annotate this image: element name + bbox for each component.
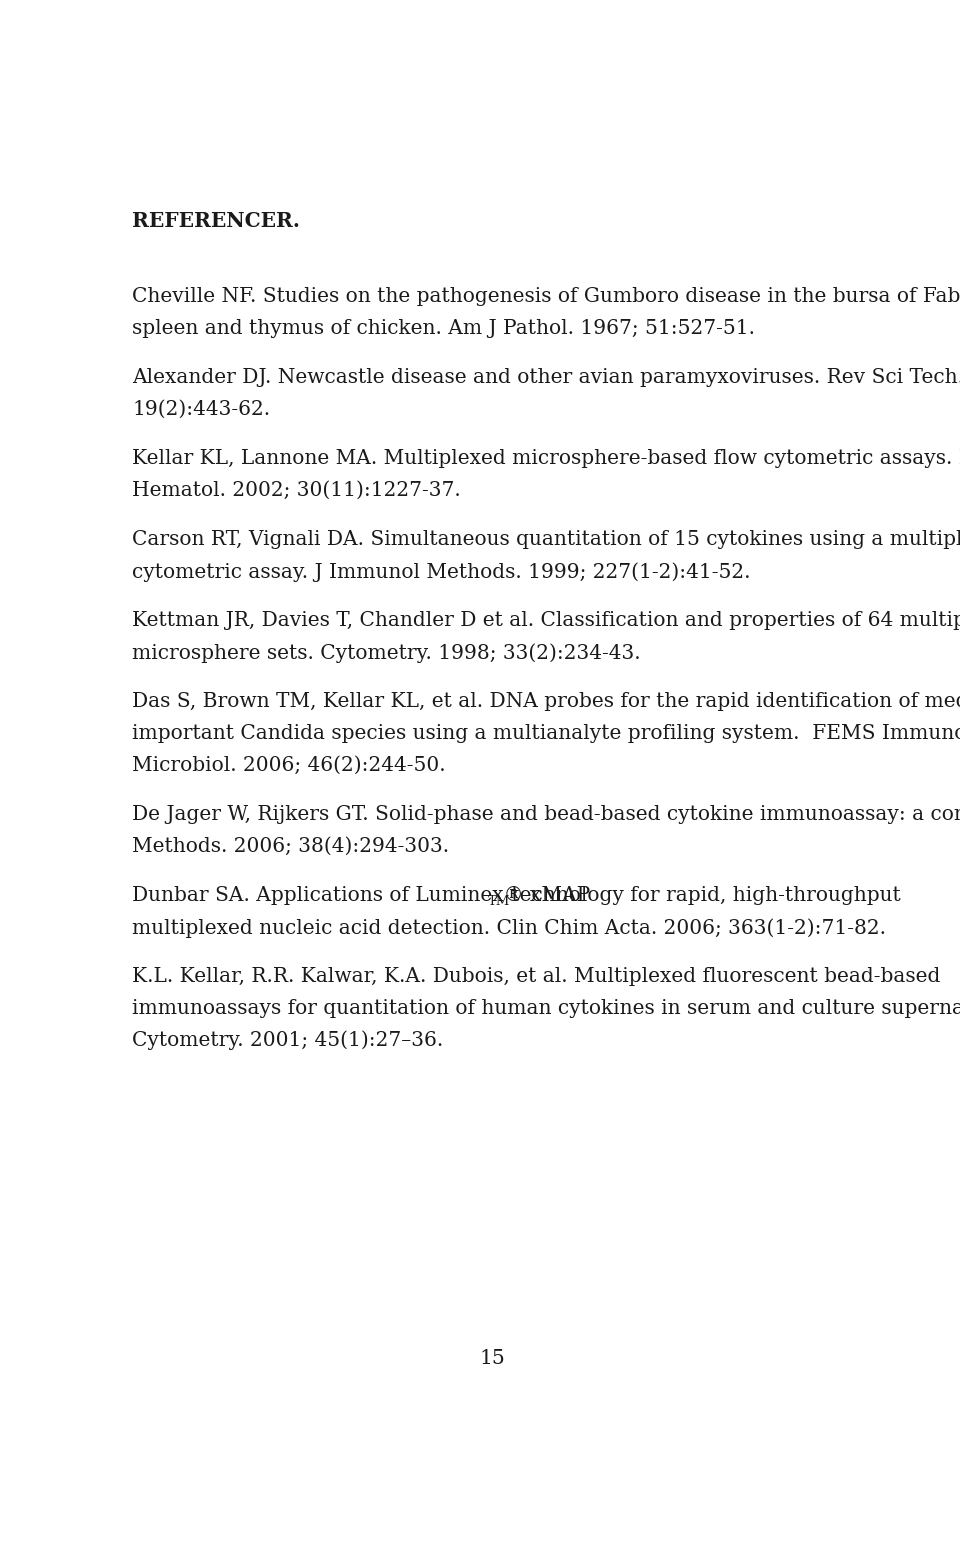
- Text: Carson RT, Vignali DA. Simultaneous quantitation of 15 cytokines using a multipl: Carson RT, Vignali DA. Simultaneous quan…: [132, 530, 960, 549]
- Text: Das S, Brown TM, Kellar KL, et al. DNA probes for the rapid identification of me: Das S, Brown TM, Kellar KL, et al. DNA p…: [132, 692, 960, 711]
- Text: 19(2):443-62.: 19(2):443-62.: [132, 400, 271, 419]
- Text: De Jager W, Rijkers GT. Solid-phase and bead-based cytokine immunoassay: a compa: De Jager W, Rijkers GT. Solid-phase and …: [132, 805, 960, 824]
- Text: technology for rapid, high-throughput: technology for rapid, high-throughput: [505, 886, 900, 905]
- Text: TM: TM: [488, 894, 510, 908]
- Text: Hematol. 2002; 30(11):1227-37.: Hematol. 2002; 30(11):1227-37.: [132, 481, 461, 500]
- Text: Alexander DJ. Newcastle disease and other avian paramyxoviruses. Rev Sci Tech. 2: Alexander DJ. Newcastle disease and othe…: [132, 367, 960, 388]
- Text: 15: 15: [479, 1349, 505, 1368]
- Text: Methods. 2006; 38(4):294-303.: Methods. 2006; 38(4):294-303.: [132, 836, 449, 857]
- Text: Kellar KL, Lannone MA. Multiplexed microsphere-based flow cytometric assays. Exp: Kellar KL, Lannone MA. Multiplexed micro…: [132, 449, 960, 467]
- Text: REFERENCER.: REFERENCER.: [132, 211, 300, 231]
- Text: K.L. Kellar, R.R. Kalwar, K.A. Dubois, et al. Multiplexed fluorescent bead-based: K.L. Kellar, R.R. Kalwar, K.A. Dubois, e…: [132, 967, 941, 986]
- Text: spleen and thymus of chicken. Am J Pathol. 1967; 51:527-51.: spleen and thymus of chicken. Am J Patho…: [132, 319, 756, 338]
- Text: multiplexed nucleic acid detection. Clin Chim Acta. 2006; 363(1-2):71-82.: multiplexed nucleic acid detection. Clin…: [132, 917, 886, 938]
- Text: microsphere sets. Cytometry. 1998; 33(2):234-43.: microsphere sets. Cytometry. 1998; 33(2)…: [132, 642, 641, 663]
- Text: Microbiol. 2006; 46(2):244-50.: Microbiol. 2006; 46(2):244-50.: [132, 756, 446, 775]
- Text: Kettman JR, Davies T, Chandler D et al. Classification and properties of 64 mult: Kettman JR, Davies T, Chandler D et al. …: [132, 611, 960, 630]
- Text: immunoassays for quantitation of human cytokines in serum and culture supernatan: immunoassays for quantitation of human c…: [132, 999, 960, 1018]
- Text: important Candida species using a multianalyte profiling system.  FEMS Immunol M: important Candida species using a multia…: [132, 724, 960, 742]
- Text: Cheville NF. Studies on the pathogenesis of Gumboro disease in the bursa of Fabr: Cheville NF. Studies on the pathogenesis…: [132, 288, 960, 306]
- Text: Dunbar SA. Applications of Luminex® xMAP: Dunbar SA. Applications of Luminex® xMAP: [132, 886, 590, 905]
- Text: Cytometry. 2001; 45(1):27–36.: Cytometry. 2001; 45(1):27–36.: [132, 1032, 444, 1050]
- Text: cytometric assay. J Immunol Methods. 1999; 227(1-2):41-52.: cytometric assay. J Immunol Methods. 199…: [132, 563, 751, 581]
